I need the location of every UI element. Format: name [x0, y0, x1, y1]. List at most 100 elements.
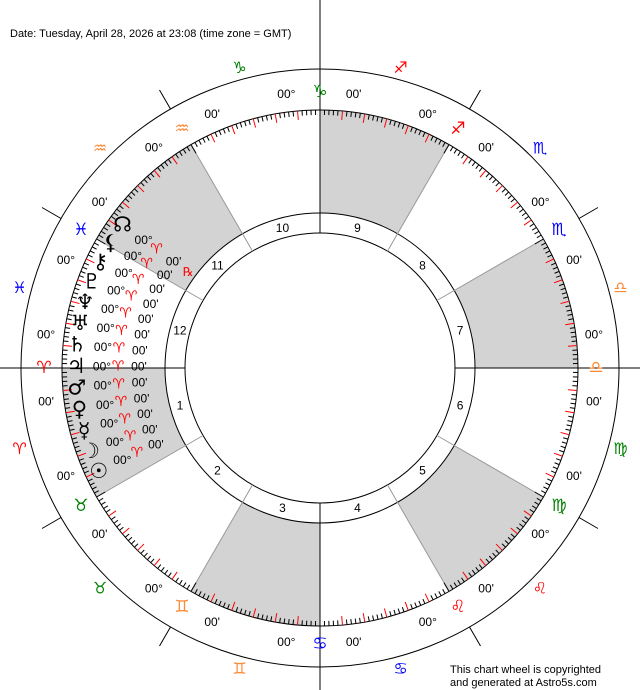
house-9-shade	[320, 110, 449, 234]
jupiter-sign-glyph: ♈	[112, 358, 125, 374]
chiron-sign-glyph: ♈	[132, 272, 145, 288]
degree-tick	[547, 478, 553, 482]
degree-tick	[265, 615, 268, 621]
degree-tick	[422, 598, 426, 604]
degree-tick	[134, 543, 139, 548]
pluto-minute: 00'	[143, 297, 159, 311]
degree-tick	[66, 415, 72, 418]
degree-tick	[380, 613, 383, 619]
house-cusp-line	[190, 144, 253, 252]
degree-tick	[471, 161, 476, 167]
degree-tick	[98, 497, 104, 502]
degree-tick	[87, 254, 93, 258]
major-degree-tick	[231, 125, 236, 135]
degree-tick	[288, 619, 290, 625]
degree-tick	[160, 567, 165, 572]
degree-tick	[113, 212, 119, 217]
house-number-10: 10	[276, 221, 290, 235]
north-node-sign-glyph: ♈	[150, 241, 163, 257]
degree-tick	[516, 205, 521, 210]
sign-boundary-mark	[159, 626, 171, 647]
degree-tick	[143, 178, 148, 184]
degree-tick	[516, 526, 521, 531]
degree-tick	[105, 223, 111, 227]
cusp-degree-label: 00°	[57, 253, 75, 267]
major-degree-tick	[122, 527, 130, 535]
degree-tick	[103, 227, 109, 231]
degree-tick	[552, 266, 558, 270]
degree-tick	[218, 130, 222, 136]
degree-tick	[566, 309, 572, 312]
degree-tick	[501, 543, 506, 548]
degree-tick	[457, 579, 461, 585]
degree-tick	[69, 305, 75, 308]
degree-tick	[543, 486, 549, 490]
degree-tick	[206, 595, 210, 601]
cusp-minute-label: 00'	[92, 527, 108, 541]
major-degree-tick	[153, 170, 161, 178]
saturn-glyph-icon: ♄	[68, 333, 87, 357]
major-degree-tick	[565, 410, 575, 414]
degree-tick	[98, 234, 104, 239]
degree-tick	[350, 619, 352, 625]
degree-tick	[218, 600, 222, 606]
house-1-shade	[62, 368, 186, 497]
cusp-minute-label: 00'	[38, 395, 54, 409]
cusp-sign-glyph-libra: ♎	[588, 358, 603, 378]
major-degree-tick	[404, 125, 409, 135]
degree-tick	[359, 617, 361, 623]
degree-tick	[524, 516, 530, 521]
major-degree-tick	[443, 582, 450, 592]
degree-tick	[345, 619, 348, 625]
degree-tick	[410, 604, 413, 610]
sun-minute: 00'	[148, 437, 164, 451]
degree-tick	[257, 117, 260, 123]
cusp-minute-label: 00'	[346, 635, 362, 649]
major-degree-tick	[534, 238, 544, 245]
degree-tick	[103, 505, 109, 509]
degree-tick	[475, 567, 480, 572]
degree-tick	[556, 458, 562, 461]
degree-tick	[567, 420, 573, 423]
degree-tick	[130, 191, 136, 196]
mars-glyph-icon: ♂	[67, 376, 86, 400]
saturn-sign-glyph: ♈	[113, 341, 126, 357]
degree-tick	[567, 313, 573, 316]
house-number-6: 6	[457, 399, 464, 413]
degree-tick	[91, 246, 97, 250]
degree-tick	[471, 569, 476, 575]
degree-tick	[222, 128, 226, 134]
cusp-degree-label: 00°	[585, 327, 603, 341]
pluto-glyph-icon: ♇	[82, 270, 101, 294]
major-degree-tick	[568, 389, 578, 391]
sign-boundary-mark	[41, 207, 62, 219]
degree-tick	[521, 519, 527, 524]
degree-tick	[179, 579, 183, 585]
degree-tick	[554, 270, 560, 274]
major-degree-tick	[495, 543, 503, 551]
mars-degree: 00°	[94, 379, 112, 393]
degree-tick	[283, 112, 286, 118]
major-degree-tick	[210, 593, 216, 603]
degree-tick	[488, 555, 494, 561]
degree-tick	[124, 198, 130, 203]
major-degree-tick	[77, 452, 87, 457]
degree-tick	[442, 589, 446, 594]
major-degree-tick	[137, 543, 145, 551]
degree-tick	[202, 137, 206, 143]
degree-tick	[140, 182, 145, 187]
major-degree-tick	[565, 322, 575, 326]
degree-tick	[430, 595, 434, 601]
degree-tick	[71, 296, 77, 299]
sign-boundary-mark	[469, 89, 481, 110]
degree-tick	[110, 215, 116, 220]
degree-tick	[389, 119, 392, 125]
major-degree-tick	[560, 300, 570, 305]
degree-tick	[438, 139, 442, 145]
degree-tick	[461, 153, 465, 159]
degree-tick	[354, 618, 357, 624]
degree-tick	[519, 523, 524, 528]
major-degree-tick	[479, 558, 487, 566]
major-degree-tick	[85, 472, 95, 478]
